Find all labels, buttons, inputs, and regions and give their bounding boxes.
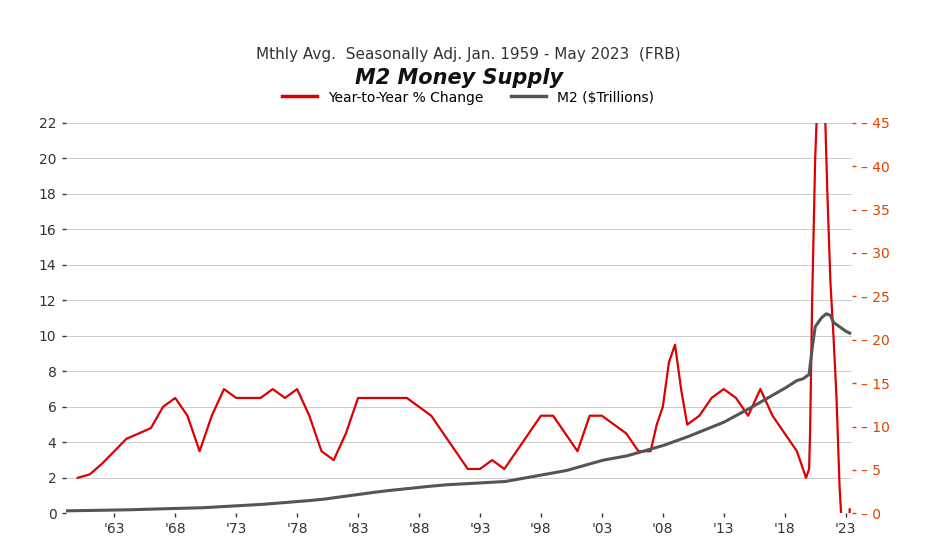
Text: Mthly Avg.  Seasonally Adj. Jan. 1959 - May 2023  (FRB): Mthly Avg. Seasonally Adj. Jan. 1959 - M… (256, 47, 680, 62)
Title: M2 Money Supply: M2 Money Supply (355, 68, 563, 88)
Legend: Year-to-Year % Change, M2 ($Trillions): Year-to-Year % Change, M2 ($Trillions) (276, 85, 660, 110)
